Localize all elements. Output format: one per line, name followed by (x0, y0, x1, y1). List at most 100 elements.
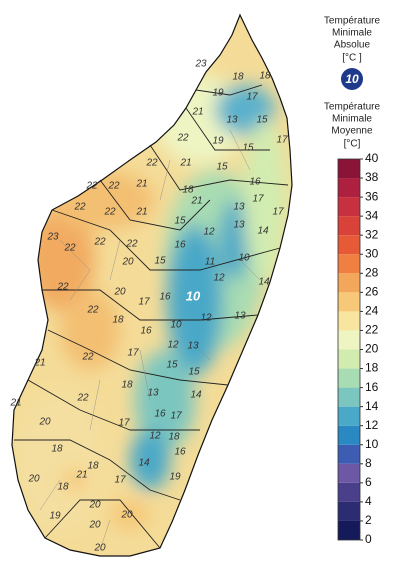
colorbar-tick-label: 24 (365, 304, 379, 318)
colorbar-bin (338, 501, 360, 521)
temperature-label: 22 (176, 133, 189, 144)
colorbar-tick-label: 2 (365, 513, 372, 527)
temperature-label: 13 (233, 202, 245, 213)
temperature-label: 23 (46, 232, 59, 243)
colorbar-bin (338, 235, 360, 255)
temperature-label: 18 (121, 380, 133, 391)
temperature-label: 22 (107, 181, 120, 192)
temperature-label: 22 (85, 181, 98, 192)
temperature-label: 16 (174, 240, 186, 251)
temperature-label: 11 (205, 257, 215, 268)
temperature-label: 16 (249, 177, 261, 188)
colorbar-tick-label: 6 (365, 475, 372, 489)
temperature-label: 15 (256, 115, 268, 126)
temperature-label: 21 (190, 196, 202, 207)
colorbar-bin (338, 311, 360, 331)
colorbar-bin (338, 273, 360, 293)
temperature-label: 17 (118, 418, 130, 429)
temperature-label: 20 (113, 287, 126, 298)
temperature-label: 22 (56, 282, 69, 293)
temperature-label: 12 (167, 340, 179, 351)
temperature-label: 14 (258, 277, 270, 288)
temperature-label: 17 (114, 475, 126, 486)
colorbar-bin (338, 387, 360, 407)
temperature-label: 14 (257, 226, 269, 237)
temperature-label: 18 (168, 432, 180, 443)
temperature-label: 18 (182, 185, 194, 196)
colorbar-bin (338, 197, 360, 217)
temperature-label: 18 (51, 444, 63, 455)
temperature-label: 12 (200, 313, 212, 324)
temperature-label: 22 (63, 243, 76, 254)
temperature-label: 15 (188, 367, 200, 378)
temperature-label: 22 (93, 237, 106, 248)
temperature-label: 20 (88, 520, 101, 531)
colorbar-tick-label: 8 (365, 456, 372, 470)
temperature-label: 16 (174, 447, 186, 458)
temperature-label: 20 (93, 543, 106, 554)
legend-title-line: Minimale (332, 28, 372, 39)
colorbar-bin (338, 292, 360, 312)
temperature-label: 19 (212, 136, 224, 147)
temperature-label: 19 (169, 472, 181, 483)
temperature-label: 22 (86, 305, 99, 316)
colorbar-bin (338, 425, 360, 445)
temperature-label: 13 (233, 220, 245, 231)
district-borders (39, 129, 261, 551)
temperature-label: 21 (9, 398, 21, 409)
temperature-label: 22 (125, 239, 138, 250)
temperature-label: 15 (242, 143, 254, 154)
colorbar-bin (338, 406, 360, 426)
legend: Température Minimale Absolue [°C ] 10 Te… (324, 16, 381, 547)
temperature-label: 17 (252, 194, 264, 205)
temperature-label: 15 (216, 162, 228, 173)
temperature-label: 21 (191, 107, 203, 118)
colorbar-bin (338, 178, 360, 198)
temperature-label: 18 (232, 72, 244, 83)
temperature-label: 12 (213, 273, 225, 284)
temperature-label: 16 (140, 326, 152, 337)
temperature-label: 16 (154, 409, 166, 420)
temperature-label: 21 (33, 358, 45, 369)
colorbar-bin (338, 368, 360, 388)
temperature-label: 10 (170, 320, 182, 331)
colorbar-bin (338, 482, 360, 502)
colorbar-bin (338, 216, 360, 236)
colorbar-tick-label: 36 (365, 189, 379, 203)
colorbar-bin (338, 254, 360, 274)
colorbar-bin (338, 349, 360, 369)
colorbar-tick-label: 38 (365, 170, 379, 184)
colorbar-tick-label: 18 (365, 361, 379, 375)
temperature-label: 20 (120, 510, 133, 521)
temperature-label: 16 (159, 292, 171, 303)
colorbar-bin (338, 520, 360, 540)
temperature-label: 12 (149, 431, 161, 442)
temperature-label: 22 (145, 158, 158, 169)
temperature-label: 13 (226, 115, 238, 126)
absolute-min-value: 10 (345, 72, 359, 86)
temperature-field (12, 15, 292, 556)
temperature-label: 15 (154, 256, 166, 267)
temperature-label: 15 (166, 360, 178, 371)
temperature-label: 22 (76, 393, 89, 404)
colorbar-tick-label: 14 (365, 399, 379, 413)
colorbar-tick-label: 16 (365, 380, 379, 394)
temperature-label: 17 (170, 411, 182, 422)
temperature-label: 19 (212, 88, 224, 99)
absolute-min-badge (341, 68, 363, 90)
colorbar-tick-label: 28 (365, 265, 379, 279)
legend-title-line: Minimale (332, 114, 372, 125)
temperature-label: 12 (203, 227, 215, 238)
colorbar-tick-label: 34 (365, 208, 379, 222)
colorbar-tick-label: 30 (365, 246, 379, 260)
colorbar-tick-label: 20 (365, 342, 379, 356)
colorbar-bin (338, 444, 360, 464)
legend-title-line: Moyenne (331, 126, 373, 137)
temperature-label: 21 (135, 179, 147, 190)
colorbar-tick-label: 26 (365, 285, 379, 299)
colorbar-bin (338, 159, 360, 179)
region-borders (14, 84, 289, 549)
temperature-label: 17 (138, 297, 150, 308)
temperature-label: 17 (246, 92, 258, 103)
